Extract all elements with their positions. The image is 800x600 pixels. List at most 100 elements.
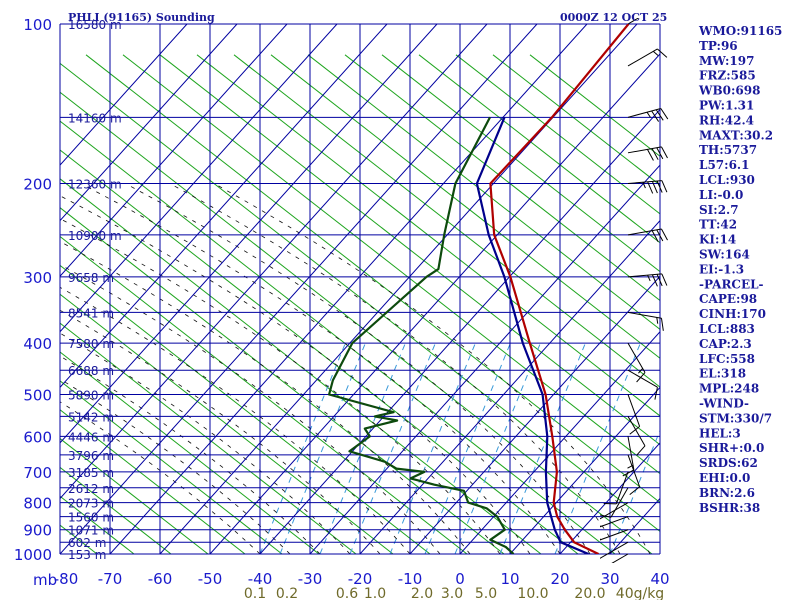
temperature-tick-label: -20 [348,570,373,588]
wind-barb-staff [615,471,629,505]
wind-barb-feather [661,228,668,241]
sounding-index-item: CAP:2.3 [699,337,752,351]
isotherm-line [60,24,338,333]
sounding-index-item: MW:197 [699,54,754,68]
wind-barb-half-feather [600,525,601,527]
mixing-ratio-label: 0.6 [336,586,358,600]
dry-adiabat-line [60,466,172,554]
temperature-tick-label: -60 [148,570,173,588]
wind-barb [600,529,629,541]
dry-adiabat-line [344,54,660,302]
wind-barb [627,108,669,122]
height-label: 14160 m [68,111,122,125]
wind-barb [600,541,629,559]
wind-barb-feather [660,318,664,331]
height-label: 12360 m [68,178,122,192]
height-label: 1071 m [68,524,114,538]
wind-barb-staff [627,369,658,388]
temperature-tick-label: 40 [650,570,669,588]
isotherm-line [159,24,638,554]
dry-adiabat-line [159,54,660,446]
wind-barb-staff [627,228,662,236]
wind-barb-staff [627,311,662,319]
temperature-tick-label: 30 [600,570,619,588]
height-label: 153 m [68,548,106,562]
temperature-tick-label: -80 [54,570,79,588]
dry-adiabat-line [381,54,660,273]
dry-adiabat-line [455,54,660,215]
chart-time: 0000Z 12 OCT 25 [560,11,667,24]
pressure-axis-labels: 100 200 300 400 500 600 700 800 900 1000 [14,16,52,564]
wind-barb-feather [655,109,664,121]
isotherm-line [209,53,660,554]
wind-barb-half-feather [652,50,659,56]
sounding-index-item: TP:96 [699,39,738,53]
moist-adiabat-line [60,195,531,554]
sounding-index-item: LI:-0.0 [699,188,743,202]
pressure-tick-label: 300 [23,269,52,287]
dry-adiabat-line [270,54,660,359]
height-label: 4446 m [68,430,114,444]
dry-adiabat-line [60,322,357,554]
isotherm-line [409,275,660,554]
temperature-axis-labels: -80 -70 -60 -50 -40 -30 -20 -10 0 10 20 30 40 [54,570,670,588]
isotherm-line [60,24,238,222]
wind-barb-feather [629,426,640,435]
sounding-index-item: SRDS:62 [699,456,758,470]
isotherm-line [559,442,660,554]
pressure-tick-label: 900 [23,522,52,540]
sounding-index-item: CAPE:98 [699,292,757,306]
mixing-ratio-label: 5.0 [475,586,497,600]
wind-barb-staff [610,487,629,518]
wind-barb-staff [627,273,662,278]
wind-barb-feather [651,110,660,122]
wind-barb-feather [622,469,635,477]
temperature-tick-label: -50 [198,570,223,588]
temperature-tick-label: -40 [248,570,273,588]
sounding-index-item: TH:5737 [699,143,757,157]
temperature-tick-label: -30 [298,570,323,588]
wind-barb-feather [660,108,669,120]
mixing-ratio-label: 20.0 [574,586,605,600]
dry-adiabat-line [60,120,616,554]
temperature-tick-label: 10 [500,570,519,588]
moist-adiabat-line [125,183,591,554]
wind-barb-half-feather [600,538,601,541]
height-labels: 16580 m 14160 m 12360 m 10900 m 9658 m 8541 m… [68,18,122,562]
height-label: 9658 m [68,271,114,285]
wind-barb-staff [600,502,629,520]
wind-barb [627,180,668,194]
wind-barb [600,516,629,528]
height-label: 2612 m [68,482,114,496]
isotherm-line [509,386,660,554]
moist-adiabat-line [80,183,561,554]
sounding-index-item: RH:42.4 [699,113,754,127]
wind-barb-feather [656,147,664,160]
sounding-index-item: -WIND- [699,397,749,411]
wind-barb-half-feather [647,274,651,282]
dry-adiabat-line [196,54,660,417]
wind-barb-staff [600,516,629,528]
wind-barb-feather [651,274,658,287]
dry-adiabat-line [60,351,320,554]
dry-adiabat-line [529,54,660,157]
mixing-ratio-labels: 0.1 0.2 0.6 1.0 2.0 3.0 5.0 10.0 20.0 40g/kg [244,586,664,600]
moist-adiabat-line [60,264,441,554]
sounding-index-item: WMO:91165 [698,24,782,38]
wind-barb-feather [661,180,668,193]
wind-barb-staff [627,454,641,487]
wind-barb [627,146,668,161]
sounding-indices: WMO:91165TP:96MW:197FRZ:585WB0:698PW:1.3… [698,24,782,515]
sounding-index-item: BSHR:38 [699,501,760,515]
wind-barb [627,311,664,331]
isotherm-line [109,24,588,554]
sounding-index-item: EL:318 [699,367,746,381]
isotherm-line [60,24,388,389]
sounding-index-item: EI:-1.3 [699,262,744,276]
height-label: 16580 m [68,18,122,32]
wind-barb-half-feather [656,317,659,324]
temperature-tick-label: -10 [398,570,423,588]
wind-barb-staff [600,541,629,559]
moist-adiabat-line [169,183,621,554]
sounding-index-item: MPL:248 [699,382,759,396]
